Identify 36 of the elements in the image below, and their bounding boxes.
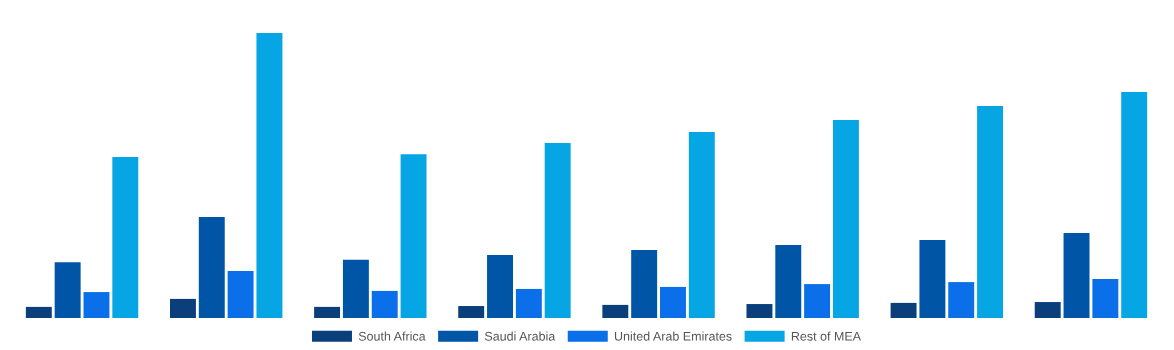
bar <box>832 119 859 318</box>
bar <box>458 306 485 318</box>
bar <box>342 259 369 318</box>
bar <box>198 217 225 318</box>
bar <box>83 292 110 318</box>
bar <box>314 306 341 318</box>
bar <box>948 282 975 318</box>
bar <box>1063 233 1090 318</box>
bar <box>631 249 658 318</box>
bar <box>688 131 715 318</box>
bar <box>746 304 773 318</box>
bar <box>1034 302 1061 318</box>
bar <box>804 284 831 318</box>
bar <box>1092 278 1119 318</box>
legend-label: United Arab Emirates <box>614 331 732 341</box>
bar <box>919 239 946 318</box>
bar <box>25 306 52 318</box>
bar <box>371 290 398 318</box>
bar <box>1121 92 1148 318</box>
bar <box>54 262 81 318</box>
legend-label: Rest of MEA <box>791 331 861 341</box>
legend-label: Saudi Arabia <box>484 331 556 341</box>
bar <box>775 245 802 318</box>
bar <box>227 270 254 318</box>
bar <box>890 302 917 318</box>
bar <box>487 255 513 318</box>
bar <box>515 288 542 318</box>
bar <box>256 33 283 318</box>
bar <box>602 304 629 318</box>
bar <box>660 286 686 318</box>
bar <box>400 154 427 318</box>
legend-label: South Africa <box>358 331 426 341</box>
bar <box>169 298 196 318</box>
bar <box>977 105 1004 318</box>
bar <box>544 143 571 318</box>
bar <box>112 156 139 318</box>
